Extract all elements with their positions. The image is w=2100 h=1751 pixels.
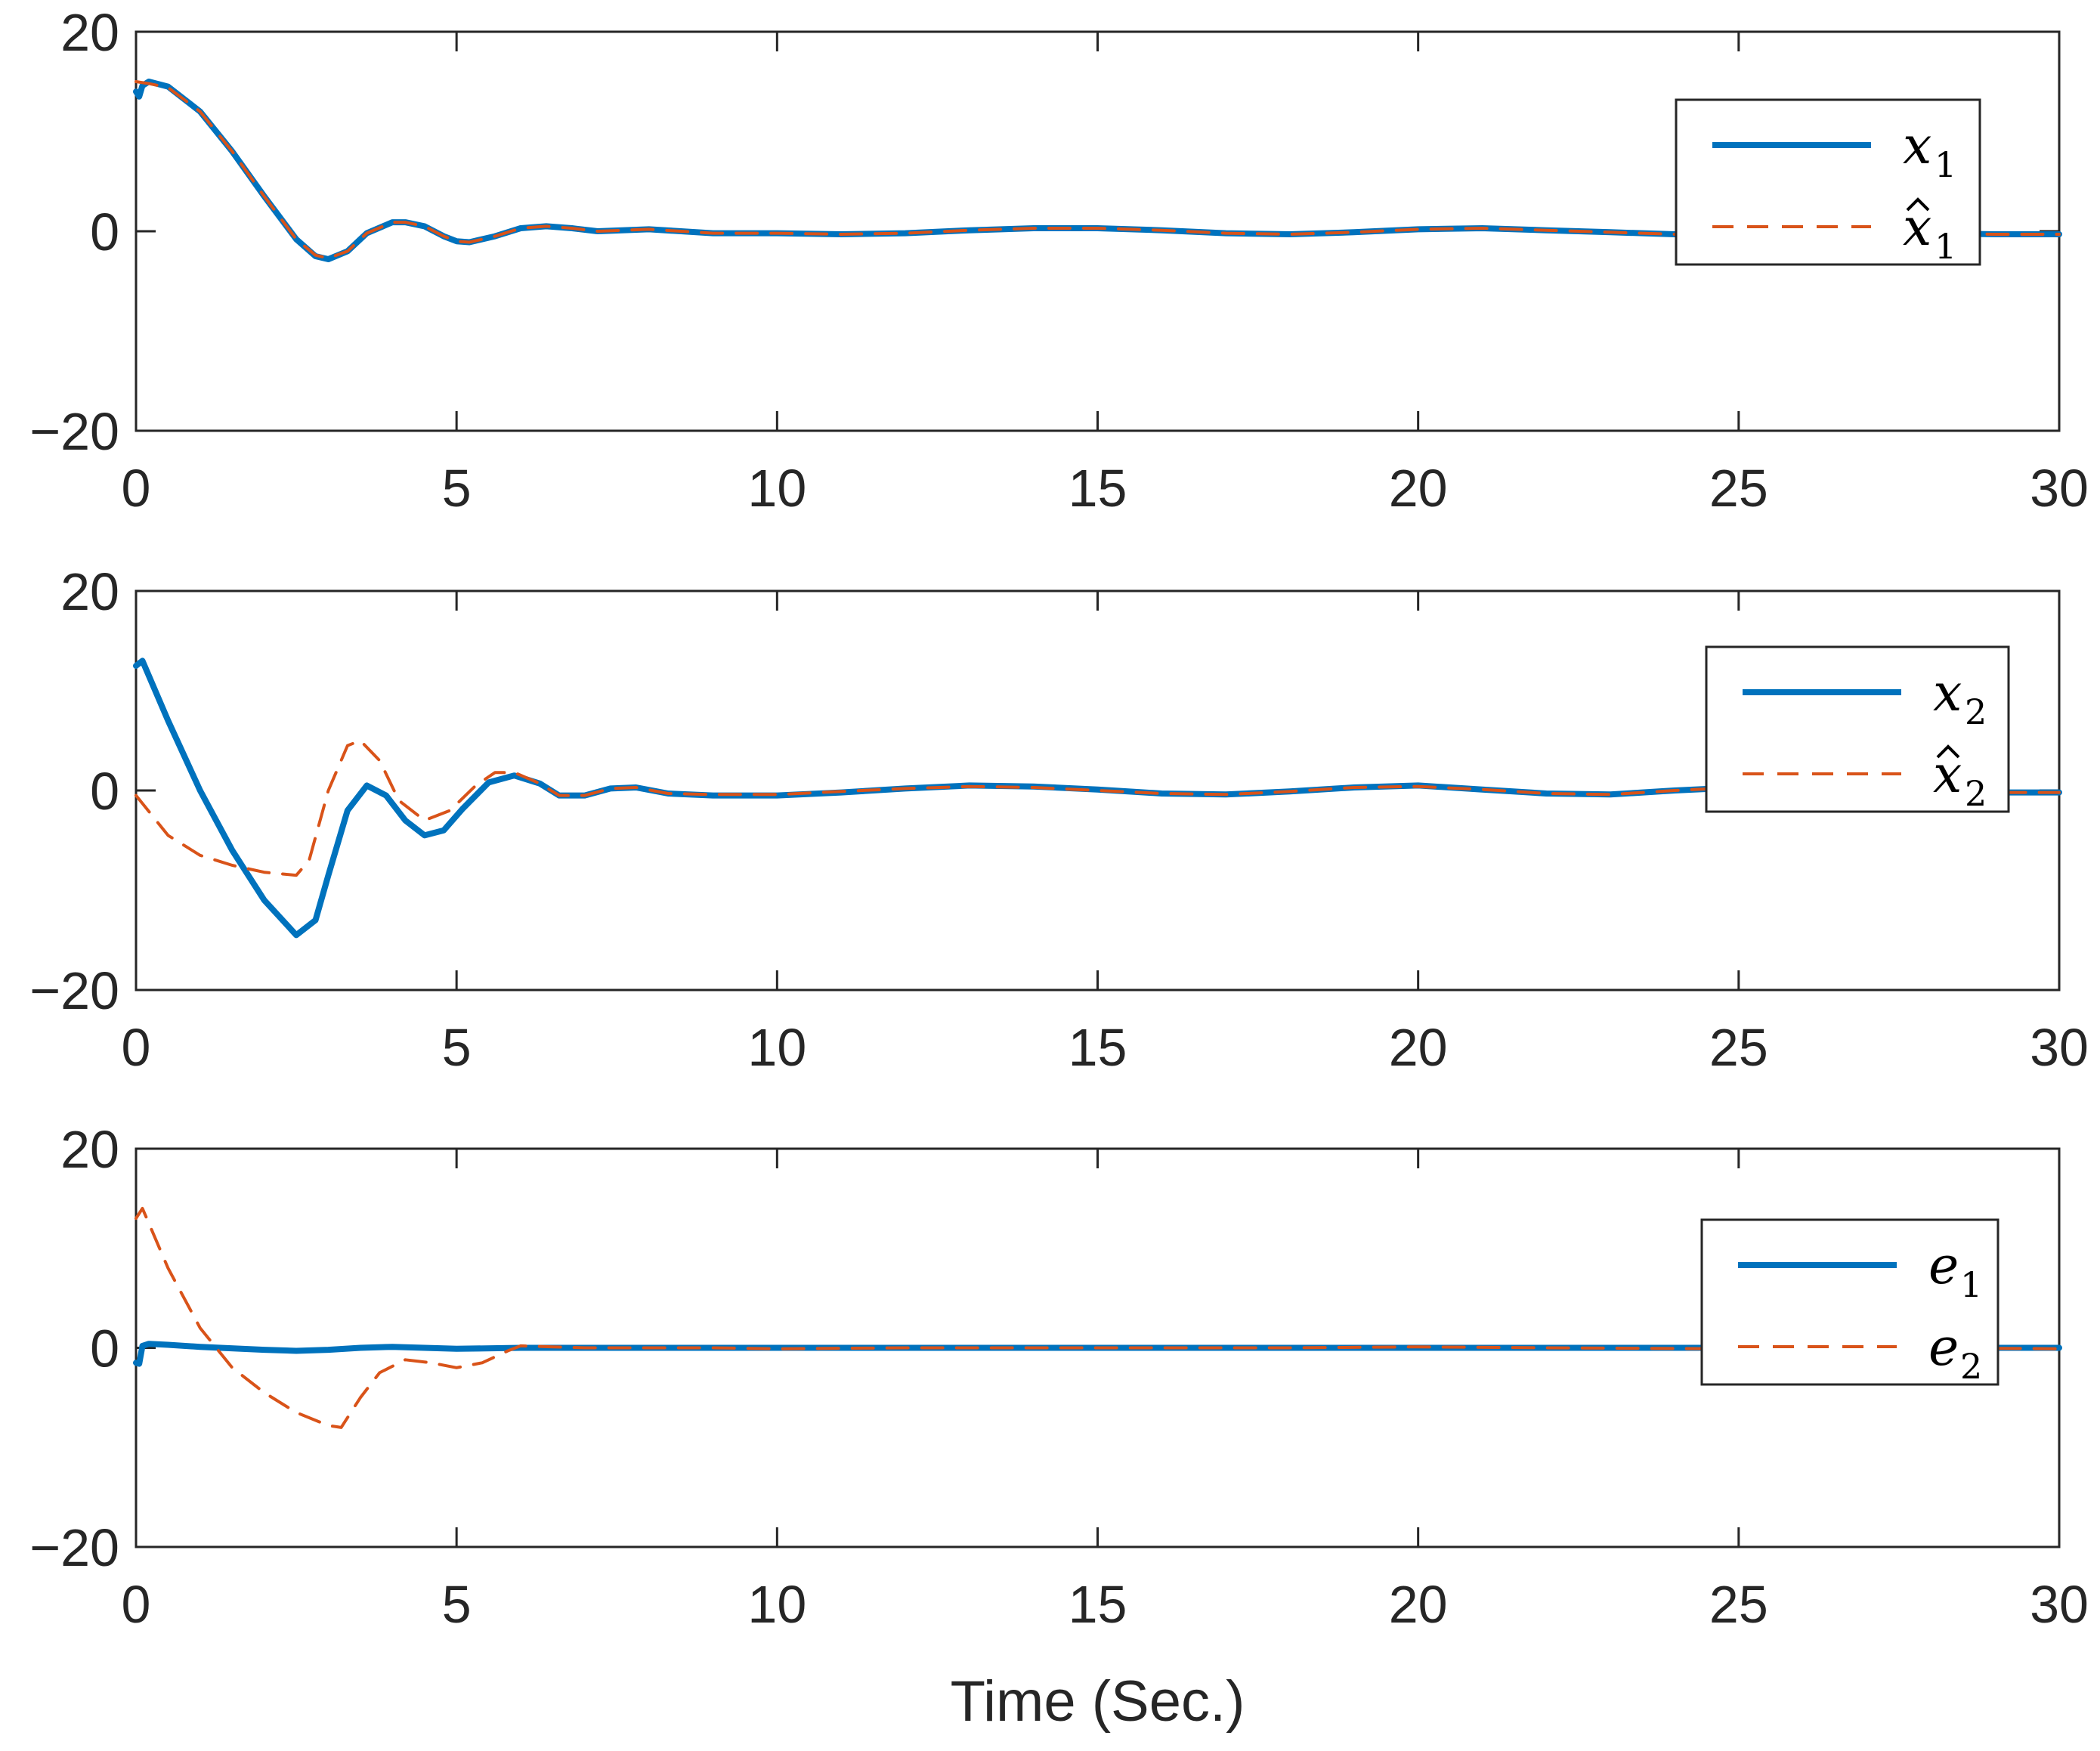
series-line-x1-hat: [135, 80, 2061, 260]
hat-accent-icon: [1936, 744, 1960, 759]
x-tick-label: 0: [122, 1018, 151, 1077]
legend-label-subscript: 1: [1935, 144, 1956, 185]
legend-label-subscript: 2: [1965, 773, 1987, 814]
y-tick-label: −20: [29, 1518, 119, 1577]
legend-label-subscript: 2: [1960, 1346, 1982, 1387]
series-line-x2-hat: [135, 739, 2061, 877]
y-tick-label: 20: [60, 1120, 119, 1179]
legend: x 2x 2: [1705, 645, 2010, 814]
legend-box: [1705, 645, 2010, 813]
legend-label-subscript: 2: [1965, 691, 1987, 732]
x-tick-label: 20: [1389, 1018, 1448, 1077]
legend-label: e: [1928, 1236, 1959, 1296]
y-tick-label: −20: [29, 961, 119, 1020]
y-tick-label: 0: [90, 762, 119, 821]
legend-label-subscript: 1: [1960, 1264, 1982, 1305]
x-tick-label: 10: [747, 459, 806, 518]
x-tick-label: 10: [747, 1018, 806, 1077]
series-line-e1: [133, 1341, 2062, 1367]
legend: x 1x 1: [1675, 98, 1981, 267]
legend-box: [1700, 1218, 1999, 1386]
x-tick-label: 25: [1709, 1018, 1768, 1077]
hat-accent-icon: [1906, 197, 1930, 212]
x-tick-label: 20: [1389, 459, 1448, 518]
x-tick-label: 30: [2030, 1018, 2089, 1077]
x-tick-label: 20: [1389, 1575, 1448, 1634]
legend-label-subscript: 1: [1935, 226, 1956, 267]
legend-label: e: [1928, 1318, 1959, 1378]
legend: e 1e 2: [1700, 1218, 1999, 1387]
x-tick-label: 5: [442, 1575, 472, 1634]
x-tick-label: 0: [122, 459, 151, 518]
x-tick-label: 5: [442, 1018, 472, 1077]
x-tick-label: 25: [1709, 1575, 1768, 1634]
x-tick-label: 5: [442, 459, 472, 518]
x-tick-label: 30: [2030, 459, 2089, 518]
x-tick-label: 25: [1709, 459, 1768, 518]
series-line-e2: [135, 1207, 2061, 1429]
legend-label: x: [1933, 664, 1962, 723]
x-tick-label: 0: [122, 1575, 151, 1634]
y-tick-label: 0: [90, 203, 119, 261]
x-axis-label: Time (Sec.): [951, 1669, 1245, 1734]
y-tick-label: −20: [29, 402, 119, 461]
x-tick-label: 15: [1069, 1018, 1127, 1077]
x-tick-label: 15: [1069, 459, 1127, 518]
y-tick-label: 20: [60, 3, 119, 62]
x-tick-label: 10: [747, 1575, 806, 1634]
x-tick-label: 30: [2030, 1575, 2089, 1634]
legend-label: x: [1903, 116, 1931, 176]
x-tick-label: 15: [1069, 1575, 1127, 1634]
y-tick-label: 20: [60, 562, 119, 621]
y-tick-label: 0: [90, 1319, 119, 1378]
legend-box: [1675, 98, 1981, 266]
